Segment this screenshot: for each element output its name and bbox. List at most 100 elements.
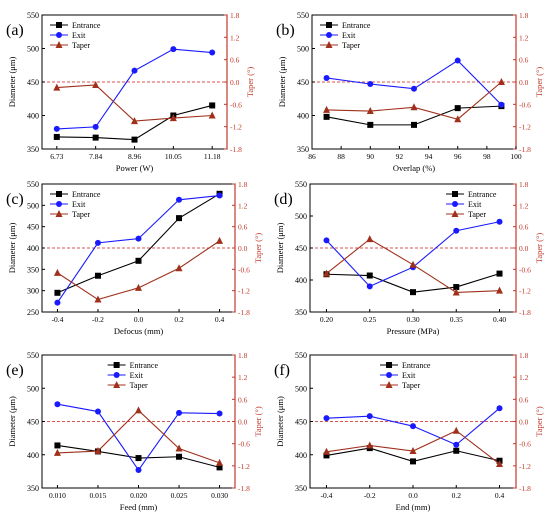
data-point-entrance: [366, 272, 373, 279]
series-line-exit: [326, 59, 502, 106]
panel-label: (e): [6, 362, 24, 379]
y2-tick-label: 1.2: [238, 373, 248, 382]
x-tick-label: 7.84: [89, 152, 102, 161]
data-point-taper: [175, 264, 183, 272]
series-exit: [54, 192, 223, 306]
y2-tick-label: 0.0: [230, 78, 240, 87]
y-tick-label: 500: [27, 384, 39, 393]
x-tick-label: 0.030: [211, 491, 228, 500]
data-point-entrance: [176, 215, 183, 222]
x-tick-label: 0.4: [495, 491, 505, 500]
y-axis-label: Diameter (μm): [277, 57, 287, 108]
y2-tick-label: 0.0: [519, 418, 529, 427]
data-point-exit: [94, 239, 101, 246]
y-axis-label: Diameter (μm): [275, 223, 285, 274]
y2-tick-label: -1.8: [230, 145, 242, 154]
series-entrance: [54, 442, 223, 471]
y2-tick-label: -1.2: [230, 123, 242, 132]
legend-swatch-marker: [385, 381, 393, 388]
series-taper: [322, 235, 504, 296]
y2-tick-label: -0.6: [519, 100, 531, 109]
x-tick-label: 0.25: [363, 315, 376, 324]
data-point-exit: [496, 405, 503, 412]
data-point-taper: [497, 78, 505, 85]
panel-d: 350 400 450 500 550 -1.8 -1.2 -0.6 0.0 0.6 1.2 1.8 0…: [274, 180, 544, 336]
x-tick-label: 0.0: [134, 315, 144, 324]
legend-swatch-marker: [56, 22, 62, 28]
x-axis-label: End (mm): [396, 502, 431, 512]
data-point-taper: [94, 447, 102, 455]
legend-label: Taper: [72, 41, 90, 50]
y2-tick-label: -0.6: [519, 265, 531, 274]
legend-swatch-marker: [55, 41, 63, 48]
x-tick-label: 0.025: [171, 491, 188, 500]
legend-label: Exit: [468, 200, 482, 209]
legend-label: Taper: [402, 381, 420, 390]
data-point-exit: [176, 196, 183, 203]
y-tick-label: 300: [27, 287, 39, 296]
data-point-entrance: [453, 447, 460, 454]
data-point-entrance: [176, 453, 183, 460]
data-point-entrance: [53, 133, 60, 140]
y2-tick-label: 1.8: [230, 11, 240, 20]
legend-swatch-marker: [386, 362, 393, 368]
y-tick-label: 550: [295, 180, 307, 189]
y-tick-label: 550: [27, 11, 39, 20]
series-taper: [53, 406, 224, 466]
data-point-entrance: [496, 270, 503, 277]
data-point-taper: [216, 458, 224, 466]
data-point-exit: [54, 401, 61, 408]
data-point-entrance: [131, 136, 138, 143]
data-point-entrance: [135, 455, 142, 462]
x-tick-label: 0.015: [90, 491, 107, 500]
legend-label: Exit: [72, 200, 86, 209]
y-tick-label: 450: [295, 244, 307, 253]
x-tick-label: 0.0: [408, 491, 418, 500]
data-point-exit: [453, 441, 460, 448]
x-tick-label: 6.73: [50, 152, 63, 161]
y2-tick-label: 0.0: [238, 244, 248, 253]
data-point-entrance: [454, 105, 461, 112]
panel-b: 350 400 450 500 550 -1.8 -1.2 -0.6 0.0 0.6 1.2 1.8 8…: [276, 11, 544, 173]
data-point-taper: [496, 459, 504, 467]
data-point-taper: [322, 447, 330, 455]
data-point-entrance: [410, 458, 416, 465]
legend-label: Entrance: [130, 361, 159, 370]
legend-swatch-marker: [326, 32, 332, 38]
data-point-entrance: [209, 102, 216, 109]
data-point-exit: [135, 235, 142, 242]
data-point-taper: [53, 448, 61, 456]
data-point-exit: [411, 85, 417, 92]
x-tick-label: 0.010: [49, 491, 66, 500]
data-point-exit: [366, 413, 373, 420]
series-line-taper: [57, 409, 220, 464]
y-tick-label: 500: [295, 212, 307, 221]
x-axis-label: Overlap (%): [393, 163, 435, 173]
data-point-taper: [175, 444, 183, 452]
y-tick-label: 350: [27, 265, 39, 274]
x-tick-label: 98: [483, 152, 491, 161]
y-axis-label: Diameter (μm): [7, 396, 17, 447]
y-tick-label: 450: [297, 78, 309, 87]
data-point-taper: [410, 103, 418, 111]
series-taper: [323, 78, 505, 123]
data-point-taper: [135, 283, 142, 291]
series-taper: [322, 426, 504, 467]
x-tick-label: 92: [396, 152, 404, 161]
data-point-entrance: [367, 121, 374, 128]
y2-tick-label: -0.6: [238, 440, 250, 449]
data-point-taper: [53, 268, 61, 276]
legend-label: Taper: [72, 210, 90, 219]
y-tick-label: 400: [27, 112, 39, 121]
y2-tick-label: -1.2: [519, 287, 531, 296]
x-tick-label: 10.05: [165, 152, 182, 161]
legend-label: Entrance: [72, 21, 101, 30]
y2-axis-label: Taper (°): [534, 67, 544, 98]
x-tick-label: 8.96: [128, 152, 141, 161]
x-tick-label: 0.2: [452, 491, 462, 500]
y-tick-label: 400: [295, 276, 307, 285]
data-point-taper: [53, 83, 61, 91]
legend-swatch-marker: [386, 372, 393, 378]
